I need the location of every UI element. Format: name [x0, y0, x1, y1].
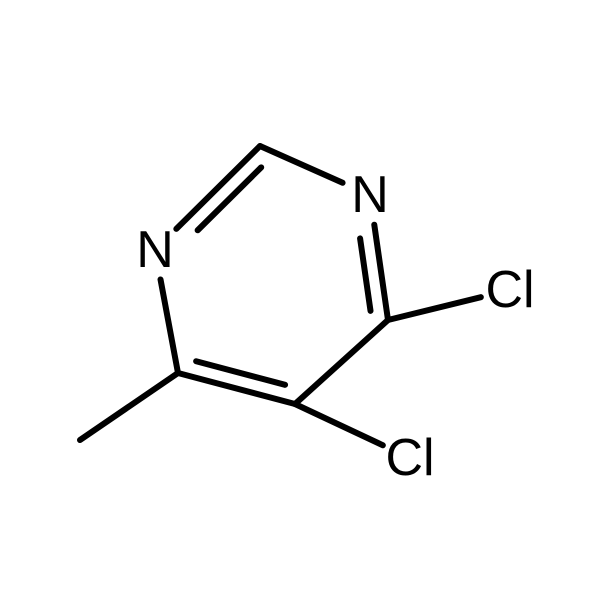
bonds-group — [80, 146, 481, 445]
atom-label-n3: N — [351, 166, 389, 224]
atom-label-cl4: Cl — [485, 261, 534, 319]
atom-label-cl5: Cl — [385, 429, 434, 487]
atom-label-n1: N — [136, 221, 174, 279]
molecule-canvas: N N Cl Cl — [0, 0, 600, 600]
labels-group: N N Cl Cl — [136, 166, 534, 487]
